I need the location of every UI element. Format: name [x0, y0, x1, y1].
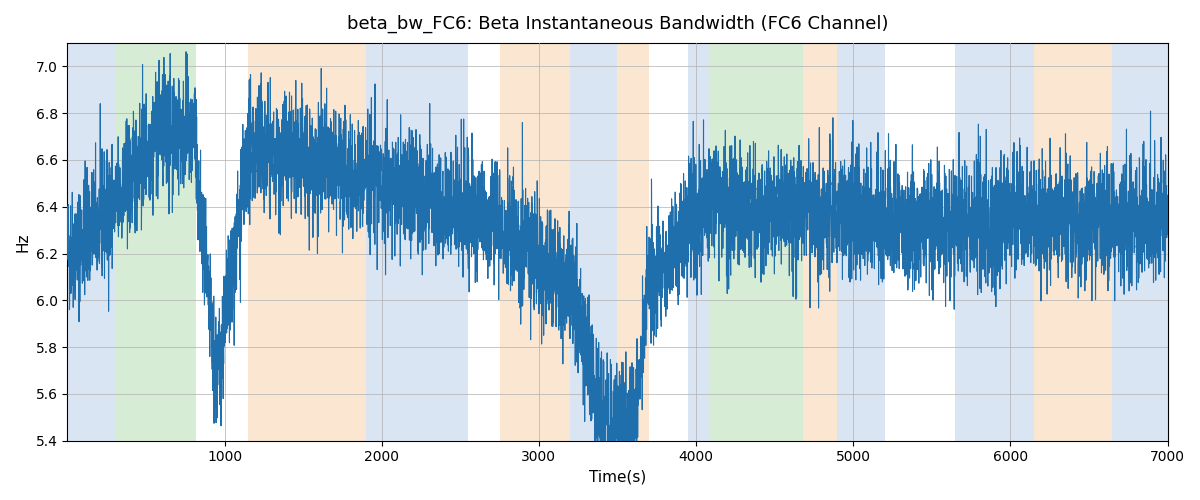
Bar [709, 43, 803, 440]
Bar [838, 43, 884, 440]
Bar [688, 43, 709, 440]
Title: beta_bw_FC6: Beta Instantaneous Bandwidth (FC6 Channel): beta_bw_FC6: Beta Instantaneous Bandwidt… [347, 15, 888, 34]
Bar [248, 43, 366, 440]
Bar [955, 43, 1034, 440]
Bar [618, 43, 649, 440]
Y-axis label: Hz: Hz [16, 232, 30, 252]
Bar [366, 43, 468, 440]
Bar [499, 43, 570, 440]
Bar [114, 43, 197, 440]
Bar [803, 43, 838, 440]
Bar [1112, 43, 1168, 440]
Bar [67, 43, 114, 440]
Bar [570, 43, 618, 440]
X-axis label: Time(s): Time(s) [589, 470, 646, 485]
Bar [1034, 43, 1112, 440]
